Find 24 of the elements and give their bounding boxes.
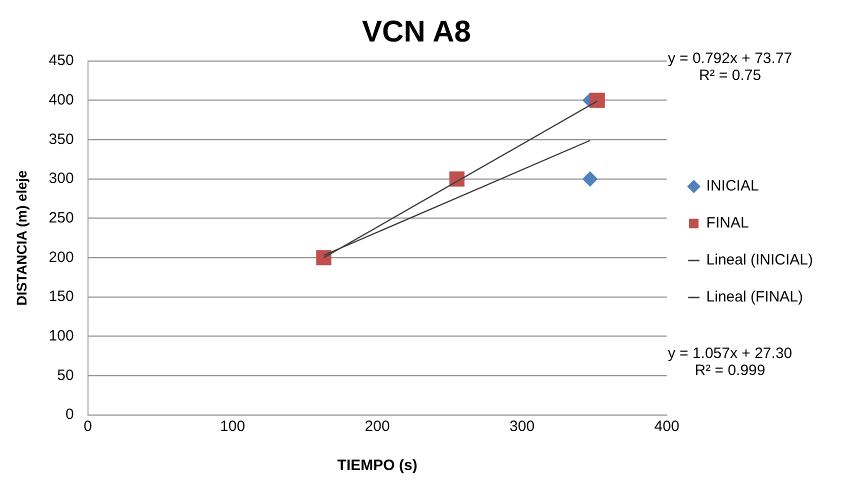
y-tick-label: 200 (48, 248, 74, 266)
legend-label: FINAL (706, 214, 749, 232)
x-tick-label: 200 (364, 418, 390, 436)
legend-label: INICIAL (706, 178, 759, 195)
y-tick-label: 0 (65, 406, 74, 424)
x-tick-label: 0 (84, 418, 92, 436)
y-tick-label: 250 (48, 209, 74, 226)
y-tick-label: 150 (48, 288, 74, 306)
legend-label: Lineal (FINAL) (706, 288, 803, 306)
x-tick-label: 400 (654, 418, 680, 436)
x-tick-label: 300 (510, 418, 535, 436)
legend-label: Lineal (INICIAL) (706, 252, 814, 269)
text: y = 1.057x + 27.30 R² = 0.999 (666, 345, 794, 379)
chart-title: VCN A8 (362, 15, 471, 48)
y-tick-label: 450 (48, 52, 74, 70)
y-tick-label: 300 (48, 170, 74, 188)
y-axis-title: DISTANCIA (m) eleje (13, 170, 30, 306)
y-tick-label: 100 (48, 327, 74, 344)
x-axis-title: TIEMPO (s) (337, 457, 418, 474)
y-tick-label: 50 (57, 366, 74, 384)
x-tick-label: 100 (220, 418, 246, 436)
y-tick-label: 400 (48, 91, 74, 108)
text: y = 0.792x + 73.77 R² = 0.75 (666, 50, 794, 84)
y-tick-label: 350 (48, 130, 74, 148)
